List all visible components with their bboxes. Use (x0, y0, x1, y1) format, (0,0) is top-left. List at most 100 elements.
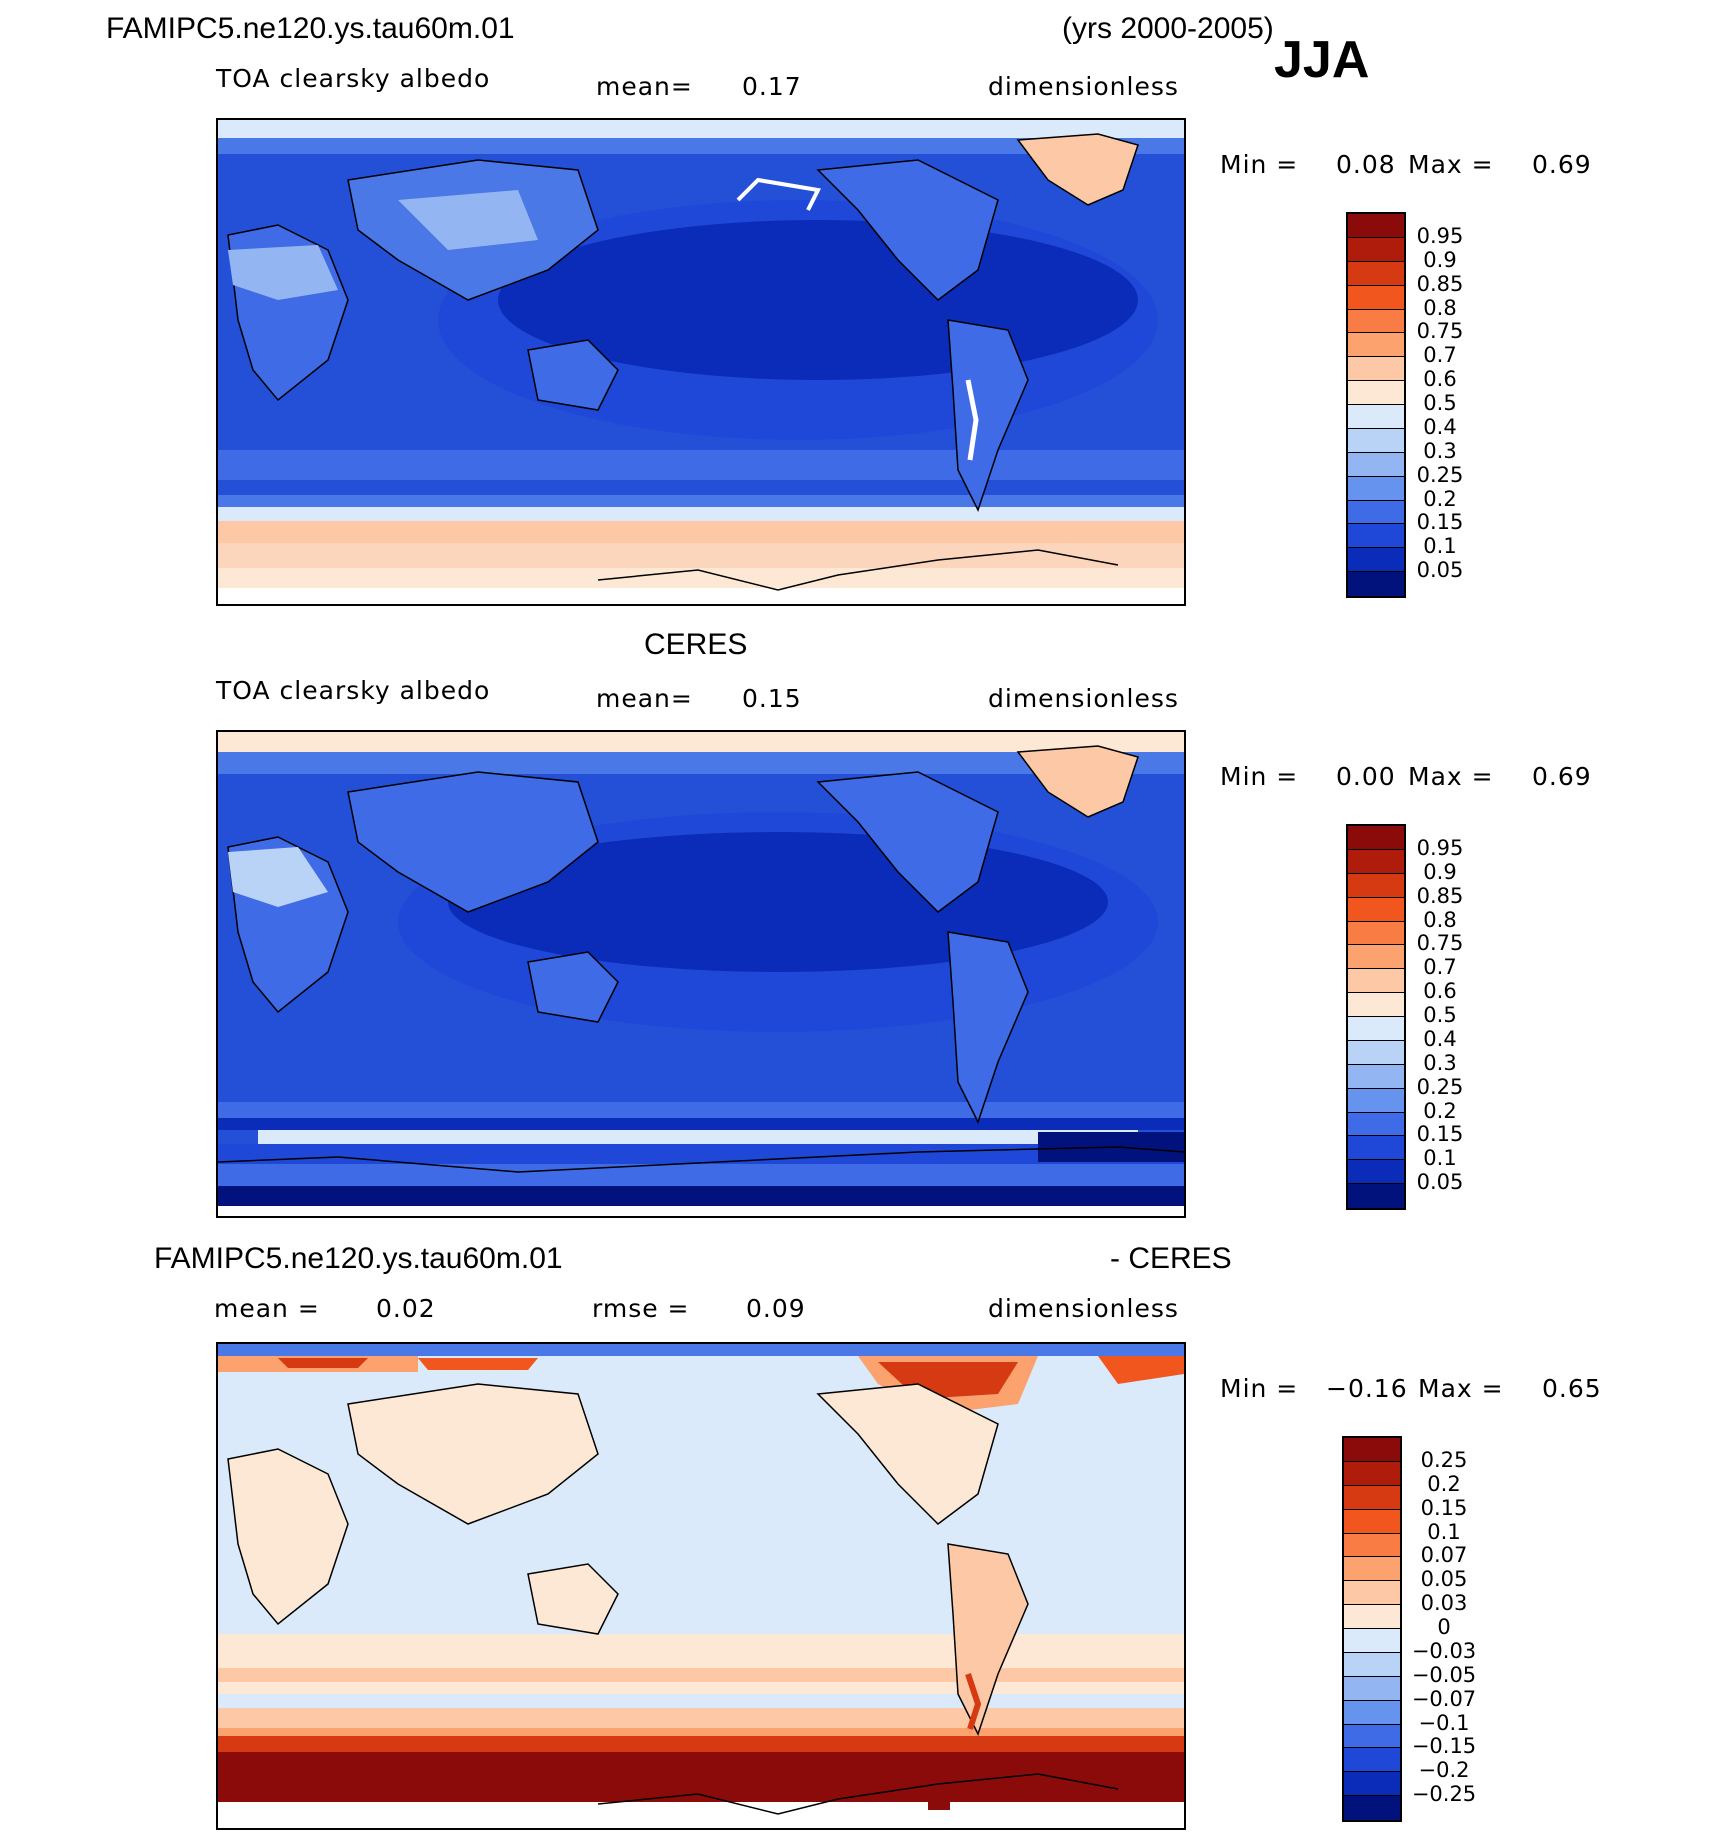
panel2-title: CERES (644, 628, 748, 661)
colorbar-tick-label: 0.05 (1416, 558, 1464, 583)
colorbar-cell (1344, 1700, 1400, 1725)
panel3-rmse-value: 0.09 (746, 1294, 806, 1323)
colorbar-cell (1348, 214, 1404, 238)
colorbar-cell (1348, 428, 1404, 453)
colorbar-tick-label: 0.9 (1423, 247, 1457, 272)
panel2-variable: TOA clearsky albedo (216, 676, 491, 705)
panel2-min-value: 0.00 (1336, 762, 1396, 791)
colorbar-cell (1348, 524, 1404, 549)
colorbar-cell (1348, 993, 1404, 1017)
colorbar-tick-label: 0.05 (1416, 1170, 1464, 1195)
colorbar-tick-label: 0.75 (1416, 319, 1464, 344)
colorbar-cell (1344, 1581, 1400, 1606)
colorbar-tick-label: 0.4 (1423, 1026, 1457, 1051)
panel2-colorbar (1346, 824, 1406, 1210)
panel1-max-value: 0.69 (1532, 150, 1592, 179)
panel3-map-svg (218, 1344, 1184, 1828)
panel3-title-right: - CERES (1110, 1242, 1232, 1275)
colorbar-cell (1344, 1533, 1400, 1558)
colorbar-cell (1344, 1772, 1400, 1797)
colorbar-cell (1348, 309, 1404, 334)
colorbar-tick-label: 0 (1437, 1615, 1451, 1639)
colorbar-cell (1348, 897, 1404, 922)
panel2-map (216, 730, 1186, 1218)
panel1-variable: TOA clearsky albedo (216, 64, 491, 93)
colorbar-cell (1348, 476, 1404, 501)
panel2-min-label: Min = (1220, 762, 1299, 791)
panel3-colorbar (1342, 1436, 1402, 1822)
colorbar-cell (1348, 969, 1404, 994)
panel2-max-label: Max = (1408, 762, 1494, 791)
panel2-mean-label: mean= (596, 684, 693, 713)
colorbar-cell (1348, 237, 1404, 262)
panel3-min-label: Min = (1220, 1374, 1299, 1403)
years-label: (yrs 2000-2005) (1062, 12, 1274, 45)
colorbar-tick-label: 0.4 (1423, 414, 1457, 439)
colorbar-tick-label: −0.1 (1418, 1710, 1470, 1735)
colorbar-tick-label: 0.8 (1423, 295, 1457, 320)
colorbar-cell (1348, 405, 1404, 429)
colorbar-cell (1348, 333, 1404, 358)
panel3-max-value: 0.65 (1542, 1374, 1602, 1403)
panel3-title-left: FAMIPC5.ne120.ys.tau60m.01 (154, 1242, 563, 1275)
colorbar-cell (1348, 261, 1404, 286)
colorbar-cell (1348, 945, 1404, 970)
colorbar-tick-label: −0.25 (1411, 1782, 1477, 1807)
colorbar-tick-label: 0.9 (1423, 859, 1457, 884)
colorbar-tick-label: 0.7 (1423, 343, 1457, 368)
colorbar-cell (1348, 500, 1404, 525)
colorbar-cell (1344, 1509, 1400, 1534)
colorbar-tick-label: 0.2 (1427, 1471, 1461, 1496)
panel1-min-label: Min = (1220, 150, 1299, 179)
colorbar-tick-label: 0.1 (1427, 1519, 1461, 1544)
panel3-rmse-label: rmse = (592, 1294, 690, 1323)
colorbar-cell (1344, 1485, 1400, 1510)
colorbar-tick-label: 0.5 (1423, 1003, 1457, 1027)
panel3-units: dimensionless (988, 1294, 1179, 1323)
colorbar-cell (1348, 548, 1404, 573)
colorbar-cell (1344, 1461, 1400, 1486)
colorbar-tick-label: 0.25 (1420, 1447, 1468, 1472)
colorbar-tick-label: −0.05 (1411, 1662, 1477, 1687)
panel3-mean-value: 0.02 (376, 1294, 436, 1323)
colorbar-cell (1348, 1160, 1404, 1185)
colorbar-cell (1344, 1748, 1400, 1773)
colorbar-tick-label: 0.85 (1416, 883, 1464, 908)
panel2-map-svg (218, 732, 1184, 1216)
panel1-map (216, 118, 1186, 606)
colorbar-cell (1344, 1605, 1400, 1629)
colorbar-tick-label: 0.15 (1416, 1122, 1464, 1147)
panel1-mean-value: 0.17 (742, 72, 802, 101)
colorbar-cell (1344, 1652, 1400, 1677)
colorbar-cell (1344, 1676, 1400, 1701)
season-label: JJA (1274, 31, 1370, 89)
colorbar-cell (1344, 1724, 1400, 1749)
panel3-min-value: −0.16 (1326, 1374, 1408, 1403)
colorbar-cell (1344, 1557, 1400, 1582)
panel1-units: dimensionless (988, 72, 1179, 101)
colorbar-tick-label: 0.75 (1416, 931, 1464, 956)
panel1-max-label: Max = (1408, 150, 1494, 179)
colorbar-tick-label: −0.07 (1411, 1686, 1477, 1711)
colorbar-cell (1348, 873, 1404, 898)
colorbar-cell (1348, 1017, 1404, 1041)
colorbar-tick-label: 0.1 (1423, 1146, 1457, 1171)
colorbar-tick-label: 0.6 (1423, 979, 1457, 1004)
panel2-units: dimensionless (988, 684, 1179, 713)
panel1-map-svg (218, 120, 1184, 604)
colorbar-cell (1348, 826, 1404, 850)
colorbar-cell (1344, 1629, 1400, 1653)
panel2-mean-value: 0.15 (742, 684, 802, 713)
colorbar-cell (1348, 452, 1404, 477)
colorbar-tick-label: 0.2 (1423, 1098, 1457, 1123)
colorbar-cell (1348, 1064, 1404, 1089)
panel2-max-value: 0.69 (1532, 762, 1592, 791)
colorbar-cell (1348, 1088, 1404, 1113)
colorbar-tick-label: 0.15 (1420, 1495, 1468, 1520)
panel3-mean-label: mean = (214, 1294, 320, 1323)
colorbar-tick-label: 0.1 (1423, 534, 1457, 559)
case-name-title: FAMIPC5.ne120.ys.tau60m.01 (106, 12, 515, 45)
colorbar-tick-label: 0.85 (1416, 271, 1464, 296)
panel1-min-value: 0.08 (1336, 150, 1396, 179)
colorbar-cell (1348, 1136, 1404, 1161)
